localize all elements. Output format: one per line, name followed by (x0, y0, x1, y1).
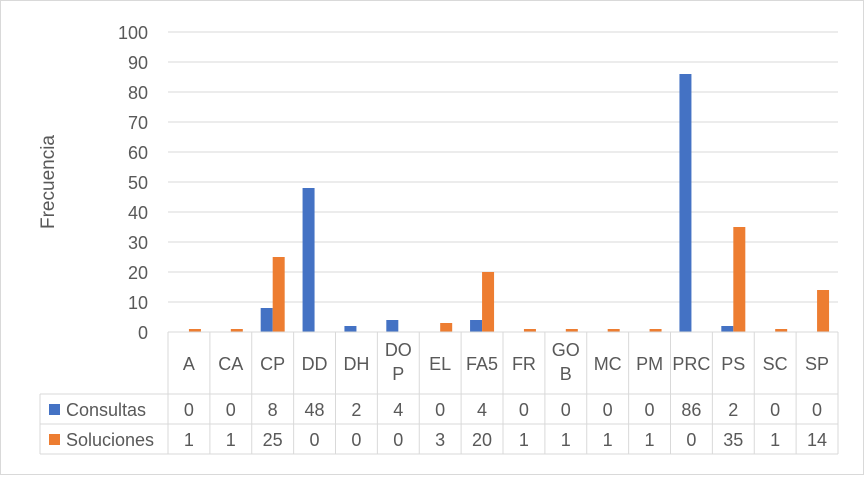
bar-consultas-prc (679, 74, 692, 332)
bar-soluciones-ca (230, 329, 243, 332)
table-value: 1 (603, 430, 613, 450)
x-tick-label: FA5 (466, 354, 498, 374)
table-value: 0 (351, 430, 361, 450)
x-tick-label: DH (343, 354, 369, 374)
bar-consultas-dh (344, 326, 357, 332)
table-value: 0 (435, 400, 445, 420)
bar-soluciones-sc (775, 329, 788, 332)
x-tick-label: PM (636, 354, 663, 374)
table-value: 0 (561, 400, 571, 420)
bar-consultas-ps (721, 326, 734, 332)
y-tick-label: 60 (128, 143, 148, 163)
bars (188, 74, 830, 332)
bar-consultas-cp (260, 308, 273, 332)
x-tick-label: GO B (552, 340, 580, 384)
bar-soluciones-ps (733, 227, 746, 332)
x-tick-label: DO P (385, 340, 412, 384)
bar-consultas-dd (302, 188, 315, 332)
table-value: 0 (519, 400, 529, 420)
legend-label-soluciones: Soluciones (66, 430, 154, 450)
y-tick-label: 70 (128, 113, 148, 133)
table-value: 1 (770, 430, 780, 450)
bar-soluciones-cp (272, 257, 285, 332)
table-value: 86 (681, 400, 701, 420)
x-tick-label: CP (260, 354, 285, 374)
x-tick-label: A (183, 354, 195, 374)
legend-swatch-consultas (49, 404, 60, 415)
bar-soluciones-pm (649, 329, 662, 332)
table-value: 4 (477, 400, 487, 420)
y-tick-label: 10 (128, 293, 148, 313)
legend-swatch-soluciones (49, 434, 60, 445)
bar-consultas-dop (386, 320, 399, 332)
y-axis-label: Frecuencia (38, 135, 59, 229)
table-value: 2 (351, 400, 361, 420)
table-value: 48 (305, 400, 325, 420)
table-value: 3 (435, 430, 445, 450)
table-value: 0 (184, 400, 194, 420)
table-value: 1 (645, 430, 655, 450)
table-value: 14 (807, 430, 827, 450)
legend-label-consultas: Consultas (66, 400, 146, 420)
table-value: 0 (603, 400, 613, 420)
table-value: 0 (812, 400, 822, 420)
x-tick-label: EL (429, 354, 451, 374)
table-value: 1 (561, 430, 571, 450)
table-value: 1 (226, 430, 236, 450)
bar-soluciones-fr (523, 329, 536, 332)
x-tick-label: FR (512, 354, 536, 374)
table-value: 0 (645, 400, 655, 420)
x-tick-label: CA (218, 354, 243, 374)
y-tick-label: 90 (128, 53, 148, 73)
data-table: A CA CP DD DH DO P EL FA5 FR GO B MC PM PRC PS SC SP Consu… (39, 331, 839, 455)
bar-consultas-fa5 (470, 320, 483, 332)
x-tick-label: DD (302, 354, 328, 374)
y-tick-label: 80 (128, 83, 148, 103)
table-value: 0 (686, 430, 696, 450)
table-value: 35 (723, 430, 743, 450)
table-value: 1 (519, 430, 529, 450)
table-value: 25 (263, 430, 283, 450)
y-tick-label: 50 (128, 173, 148, 193)
bar-soluciones-gob (565, 329, 578, 332)
bar-soluciones-fa5 (482, 272, 495, 332)
table-value: 0 (393, 430, 403, 450)
x-tick-label: MC (594, 354, 622, 374)
y-tick-label: 30 (128, 233, 148, 253)
x-tick-label: PRC (672, 354, 710, 374)
bar-soluciones-el (440, 323, 453, 332)
table-value: 2 (728, 400, 738, 420)
y-tick-label: 100 (118, 23, 148, 43)
y-tick-label: 40 (128, 203, 148, 223)
table-value: 0 (310, 430, 320, 450)
y-tick-label: 20 (128, 263, 148, 283)
table-value: 0 (770, 400, 780, 420)
x-tick-label: SP (805, 354, 829, 374)
x-tick-label: PS (721, 354, 745, 374)
table-value: 0 (226, 400, 236, 420)
bar-soluciones-a (188, 329, 201, 332)
table-value: 1 (184, 430, 194, 450)
y-tick-label: 0 (138, 323, 148, 343)
bar-soluciones-mc (607, 329, 620, 332)
x-tick-label: SC (763, 354, 788, 374)
table-value: 4 (393, 400, 403, 420)
table-value: 8 (268, 400, 278, 420)
table-value: 20 (472, 430, 492, 450)
bar-soluciones-sp (817, 290, 830, 332)
y-axis-ticks: 0 10 20 30 40 50 60 70 80 90 100 (118, 23, 148, 343)
